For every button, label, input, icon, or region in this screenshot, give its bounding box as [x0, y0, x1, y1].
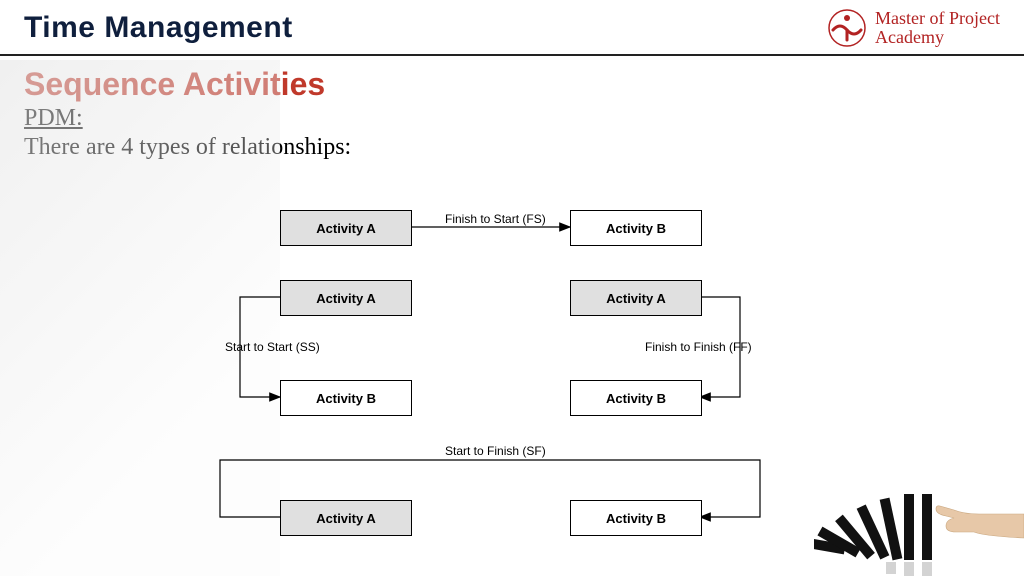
node-fs_a: Activity A	[280, 210, 412, 246]
edge-label-ss: Start to Start (SS)	[225, 340, 320, 354]
dominoes-icon	[814, 494, 932, 576]
node-ff_b: Activity B	[570, 380, 702, 416]
node-ss_a: Activity A	[280, 280, 412, 316]
node-ss_b: Activity B	[280, 380, 412, 416]
node-ff_a: Activity A	[570, 280, 702, 316]
node-sf_b: Activity B	[570, 500, 702, 536]
pointing-hand-icon	[936, 506, 1024, 538]
edge-label-sf: Start to Finish (SF)	[445, 444, 546, 458]
section-title: Sequence Activities	[24, 66, 1024, 103]
diagram-arrows	[180, 210, 800, 560]
node-sf_a: Activity A	[280, 500, 412, 536]
brand-line1: Master of Project	[875, 9, 1000, 28]
edge-label-fs: Finish to Start (FS)	[445, 212, 546, 226]
page-title: Time Management	[24, 11, 293, 45]
slide-header: Time Management Master of Project Academ…	[0, 0, 1024, 56]
node-fs_b: Activity B	[570, 210, 702, 246]
brand-logo: Master of Project Academy	[827, 8, 1000, 48]
lead-text: There are 4 types of relationships:	[24, 134, 1024, 161]
brand-logo-icon	[827, 8, 867, 48]
brand-text: Master of Project Academy	[875, 9, 1000, 47]
pdm-diagram: Finish to Start (FS) Start to Start (SS) F…	[180, 210, 800, 560]
edge-label-ff: Finish to Finish (FF)	[645, 340, 752, 354]
domino-hand-decoration	[814, 456, 1024, 576]
brand-line2: Academy	[875, 28, 1000, 47]
subheading: PDM:	[24, 105, 1024, 132]
